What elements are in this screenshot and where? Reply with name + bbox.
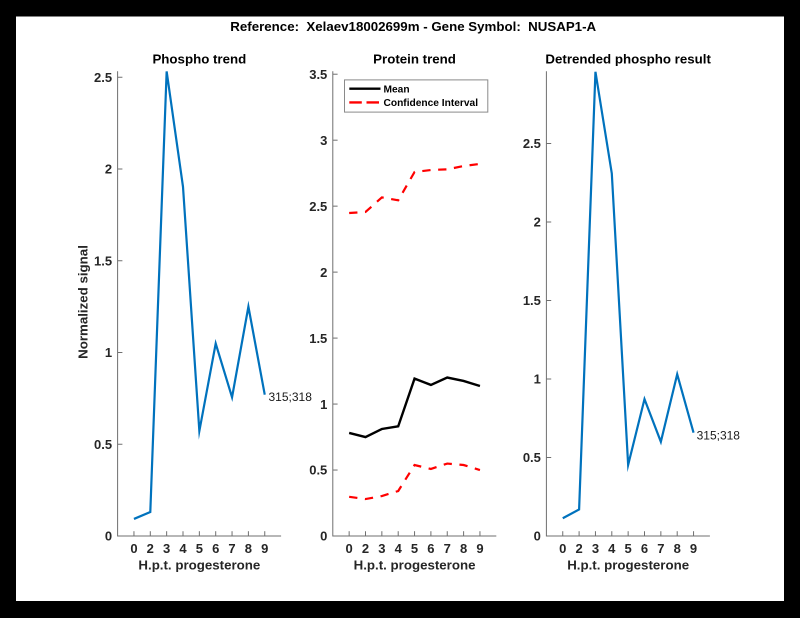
svg-text:Mean: Mean [384,84,410,95]
svg-text:315;318: 315;318 [269,390,313,404]
svg-text:315;318: 315;318 [697,429,741,443]
svg-text:3: 3 [163,541,170,556]
svg-text:8: 8 [460,541,467,556]
svg-text:Normalized signal: Normalized signal [76,245,91,359]
svg-text:0: 0 [320,529,327,544]
svg-text:6: 6 [641,541,648,556]
svg-text:6: 6 [427,541,434,556]
svg-text:0.5: 0.5 [309,463,327,478]
svg-text:0.5: 0.5 [523,450,541,465]
svg-text:1: 1 [320,397,327,412]
svg-text:2.5: 2.5 [94,70,112,85]
svg-text:1.5: 1.5 [309,331,327,346]
svg-text:0: 0 [105,529,112,544]
svg-text:0: 0 [346,541,353,556]
svg-text:2: 2 [575,541,582,556]
svg-text:Confidence Interval: Confidence Interval [384,98,479,109]
svg-text:2: 2 [320,265,327,280]
svg-text:4: 4 [395,541,403,556]
svg-text:1: 1 [105,345,112,360]
svg-text:1.5: 1.5 [94,253,112,268]
svg-text:9: 9 [690,541,697,556]
svg-text:2: 2 [362,541,369,556]
svg-text:0: 0 [559,541,566,556]
svg-text:9: 9 [261,541,268,556]
svg-text:2: 2 [534,215,541,230]
svg-text:3: 3 [378,541,385,556]
svg-text:H.p.t. progesterone: H.p.t. progesterone [138,557,260,572]
svg-text:4: 4 [608,541,616,556]
svg-text:2: 2 [147,541,154,556]
svg-text:H.p.t. progesterone: H.p.t. progesterone [567,557,689,572]
svg-text:Phospho trend: Phospho trend [152,52,246,67]
svg-text:H.p.t. progesterone: H.p.t. progesterone [354,557,476,572]
svg-text:3.5: 3.5 [309,67,327,82]
svg-text:5: 5 [625,541,632,556]
svg-text:0: 0 [130,541,137,556]
svg-text:2.5: 2.5 [523,136,541,151]
svg-text:7: 7 [657,541,664,556]
svg-text:3: 3 [320,133,327,148]
svg-text:4: 4 [179,541,187,556]
svg-text:6: 6 [212,541,219,556]
svg-text:2.5: 2.5 [309,199,327,214]
svg-text:Detrended phospho result: Detrended phospho result [545,52,711,67]
svg-text:3: 3 [592,541,599,556]
svg-text:5: 5 [411,541,418,556]
svg-text:7: 7 [444,541,451,556]
svg-text:0.5: 0.5 [94,437,112,452]
svg-text:5: 5 [196,541,203,556]
svg-text:8: 8 [674,541,681,556]
svg-text:1.5: 1.5 [523,293,541,308]
svg-text:Reference: Xelaev18002699m -: Reference: Xelaev18002699m - Gene Symbol… [230,19,596,34]
svg-text:2: 2 [105,162,112,177]
svg-text:Protein trend: Protein trend [373,52,456,67]
svg-text:1: 1 [534,372,541,387]
svg-text:7: 7 [228,541,235,556]
svg-text:0: 0 [534,529,541,544]
svg-text:9: 9 [476,541,483,556]
svg-text:8: 8 [245,541,252,556]
